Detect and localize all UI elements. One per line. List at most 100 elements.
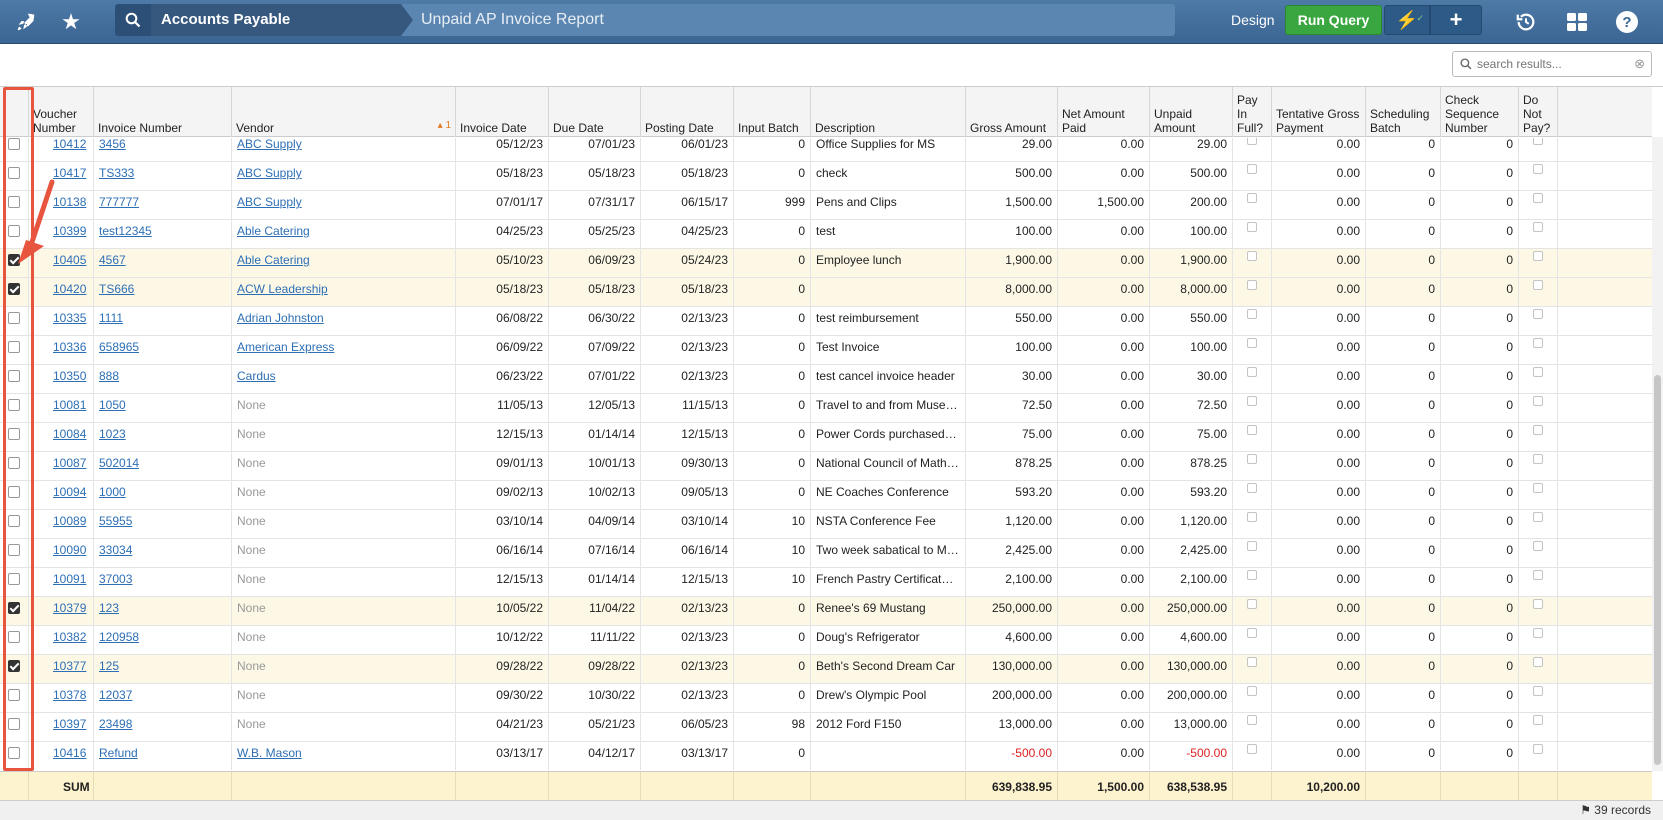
vendor-value[interactable]: Cardus xyxy=(237,369,276,383)
column-header-desc[interactable]: Description xyxy=(811,87,966,137)
row-select-checkbox[interactable] xyxy=(8,486,20,498)
row-select-checkbox[interactable] xyxy=(8,254,20,266)
voucher-value[interactable]: 10089 xyxy=(53,514,87,528)
table-row[interactable]: 10081 1050 None 11/05/13 12/05/13 11/15/13 0 Tr… xyxy=(0,394,1652,423)
do-not-pay-checkbox[interactable] xyxy=(1533,280,1543,290)
table-row[interactable]: 10412 3456 ABC Supply 05/12/23 07/01/23 06/01… xyxy=(0,138,1652,162)
column-header-batch[interactable]: Input Batch xyxy=(734,87,811,137)
pay-in-full-checkbox[interactable] xyxy=(1247,715,1257,725)
voucher-value[interactable]: 10335 xyxy=(53,311,87,325)
table-row[interactable]: 10377 125 None 09/28/22 09/28/22 02/13/23 0 Bet… xyxy=(0,655,1652,684)
invoice-value[interactable]: 888 xyxy=(99,369,120,383)
table-row[interactable]: 10090 33034 None 06/16/14 07/16/14 06/16/14 10… xyxy=(0,539,1652,568)
column-header-invdate[interactable]: Invoice Date xyxy=(456,87,549,137)
do-not-pay-checkbox[interactable] xyxy=(1533,338,1543,348)
do-not-pay-checkbox[interactable] xyxy=(1533,367,1543,377)
do-not-pay-checkbox[interactable] xyxy=(1533,657,1543,667)
voucher-value[interactable]: 10378 xyxy=(53,688,87,702)
do-not-pay-checkbox[interactable] xyxy=(1533,454,1543,464)
voucher-value[interactable]: 10417 xyxy=(53,166,87,180)
column-header-voucher[interactable]: Voucher Number xyxy=(29,87,94,137)
column-header-unpaid[interactable]: Unpaid Amount xyxy=(1150,87,1233,137)
invoice-value[interactable]: Refund xyxy=(99,746,138,760)
pay-in-full-checkbox[interactable] xyxy=(1247,454,1257,464)
voucher-value[interactable]: 10382 xyxy=(53,630,87,644)
voucher-value[interactable]: 10090 xyxy=(53,543,87,557)
table-row[interactable]: 10084 1023 None 12/15/13 01/14/14 12/15/13 0 Po… xyxy=(0,423,1652,452)
row-select-checkbox[interactable] xyxy=(8,631,20,643)
column-header-donot[interactable]: Do Not Pay? xyxy=(1519,87,1558,137)
search-results-input[interactable] xyxy=(1477,55,1637,73)
column-header-tentative[interactable]: Tentative Gross Payment xyxy=(1272,87,1366,137)
do-not-pay-checkbox[interactable] xyxy=(1533,251,1543,261)
do-not-pay-checkbox[interactable] xyxy=(1533,744,1543,754)
table-row[interactable]: 10417 TS333 ABC Supply 05/18/23 05/18/23 05/1… xyxy=(0,162,1652,191)
row-select-checkbox[interactable] xyxy=(8,138,20,150)
pay-in-full-checkbox[interactable] xyxy=(1247,744,1257,754)
table-row[interactable]: 10087 502014 None 09/01/13 10/01/13 09/30/13 0… xyxy=(0,452,1652,481)
table-row[interactable]: 10416 Refund W.B. Mason 03/13/17 04/12/17 03/… xyxy=(0,742,1652,770)
vendor-value[interactable]: Able Catering xyxy=(237,253,310,267)
pay-in-full-checkbox[interactable] xyxy=(1247,628,1257,638)
voucher-value[interactable]: 10416 xyxy=(53,746,87,760)
history-icon[interactable] xyxy=(1508,4,1544,40)
voucher-value[interactable]: 10412 xyxy=(53,138,87,151)
table-row[interactable]: 10091 37003 None 12/15/13 01/14/14 12/15/13 10… xyxy=(0,568,1652,597)
table-row[interactable]: 10350 888 Cardus 06/23/22 07/01/22 02/13/23 0 t… xyxy=(0,365,1652,394)
voucher-value[interactable]: 10379 xyxy=(53,601,87,615)
pay-in-full-checkbox[interactable] xyxy=(1247,138,1257,145)
do-not-pay-checkbox[interactable] xyxy=(1533,686,1543,696)
voucher-value[interactable]: 10138 xyxy=(53,195,87,209)
do-not-pay-checkbox[interactable] xyxy=(1533,425,1543,435)
table-row[interactable]: 10379 123 None 10/05/22 11/04/22 02/13/23 0 Ren… xyxy=(0,597,1652,626)
voucher-value[interactable]: 10084 xyxy=(53,427,87,441)
add-button[interactable]: + xyxy=(1430,5,1482,35)
invoice-value[interactable]: TS666 xyxy=(99,282,135,296)
invoice-value[interactable]: 658965 xyxy=(99,340,140,354)
pay-in-full-checkbox[interactable] xyxy=(1247,251,1257,261)
do-not-pay-checkbox[interactable] xyxy=(1533,164,1543,174)
voucher-value[interactable]: 10420 xyxy=(53,282,87,296)
table-row[interactable]: 10399 test12345 Able Catering 04/25/23 05/25… xyxy=(0,220,1652,249)
pay-in-full-checkbox[interactable] xyxy=(1247,483,1257,493)
pay-in-full-checkbox[interactable] xyxy=(1247,164,1257,174)
bolt-icon[interactable]: ⚡ ✓ xyxy=(1384,5,1430,35)
invoice-value[interactable]: 1111 xyxy=(99,311,124,325)
table-row[interactable]: 10335 1111 Adrian Johnston 06/08/22 06/30/22… xyxy=(0,307,1652,336)
star-icon[interactable]: ★ xyxy=(61,9,81,34)
invoice-value[interactable]: 33034 xyxy=(99,543,133,557)
vendor-value[interactable]: ABC Supply xyxy=(237,195,302,209)
run-query-button[interactable]: Run Query xyxy=(1285,5,1382,35)
invoice-value[interactable]: test12345 xyxy=(99,224,152,238)
do-not-pay-checkbox[interactable] xyxy=(1533,309,1543,319)
pay-in-full-checkbox[interactable] xyxy=(1247,367,1257,377)
pay-in-full-checkbox[interactable] xyxy=(1247,309,1257,319)
pay-in-full-checkbox[interactable] xyxy=(1247,541,1257,551)
row-select-checkbox[interactable] xyxy=(8,718,20,730)
scroll-thumb[interactable] xyxy=(1654,375,1661,765)
pay-in-full-checkbox[interactable] xyxy=(1247,686,1257,696)
invoice-value[interactable]: 502014 xyxy=(99,456,140,470)
pay-in-full-checkbox[interactable] xyxy=(1247,338,1257,348)
row-select-checkbox[interactable] xyxy=(8,341,20,353)
invoice-value[interactable]: 55955 xyxy=(99,514,133,528)
pay-in-full-checkbox[interactable] xyxy=(1247,222,1257,232)
do-not-pay-checkbox[interactable] xyxy=(1533,570,1543,580)
do-not-pay-checkbox[interactable] xyxy=(1533,483,1543,493)
rocket-icon[interactable] xyxy=(8,4,44,40)
vendor-value[interactable]: ABC Supply xyxy=(237,138,302,151)
column-header-checkseq[interactable]: Check Sequence Number xyxy=(1441,87,1519,137)
grid-icon[interactable] xyxy=(1559,4,1595,40)
row-select-checkbox[interactable] xyxy=(8,457,20,469)
row-select-checkbox[interactable] xyxy=(8,747,20,759)
invoice-value[interactable]: 1023 xyxy=(99,427,126,441)
column-header-invoice[interactable]: Invoice Number xyxy=(94,87,232,137)
clear-icon[interactable]: ⊗ xyxy=(1634,56,1645,71)
table-row[interactable]: 10138 777777 ABC Supply 07/01/17 07/31/17 06/… xyxy=(0,191,1652,220)
breadcrumb-app[interactable]: Accounts Payable xyxy=(151,4,413,36)
column-header-duedate[interactable]: Due Date xyxy=(549,87,641,137)
pay-in-full-checkbox[interactable] xyxy=(1247,425,1257,435)
invoice-value[interactable]: 3456 xyxy=(99,138,126,151)
row-select-checkbox[interactable] xyxy=(8,399,20,411)
invoice-value[interactable]: 125 xyxy=(99,659,120,673)
